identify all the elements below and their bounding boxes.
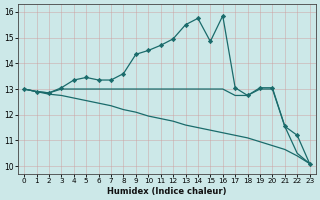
X-axis label: Humidex (Indice chaleur): Humidex (Indice chaleur) [107, 187, 227, 196]
